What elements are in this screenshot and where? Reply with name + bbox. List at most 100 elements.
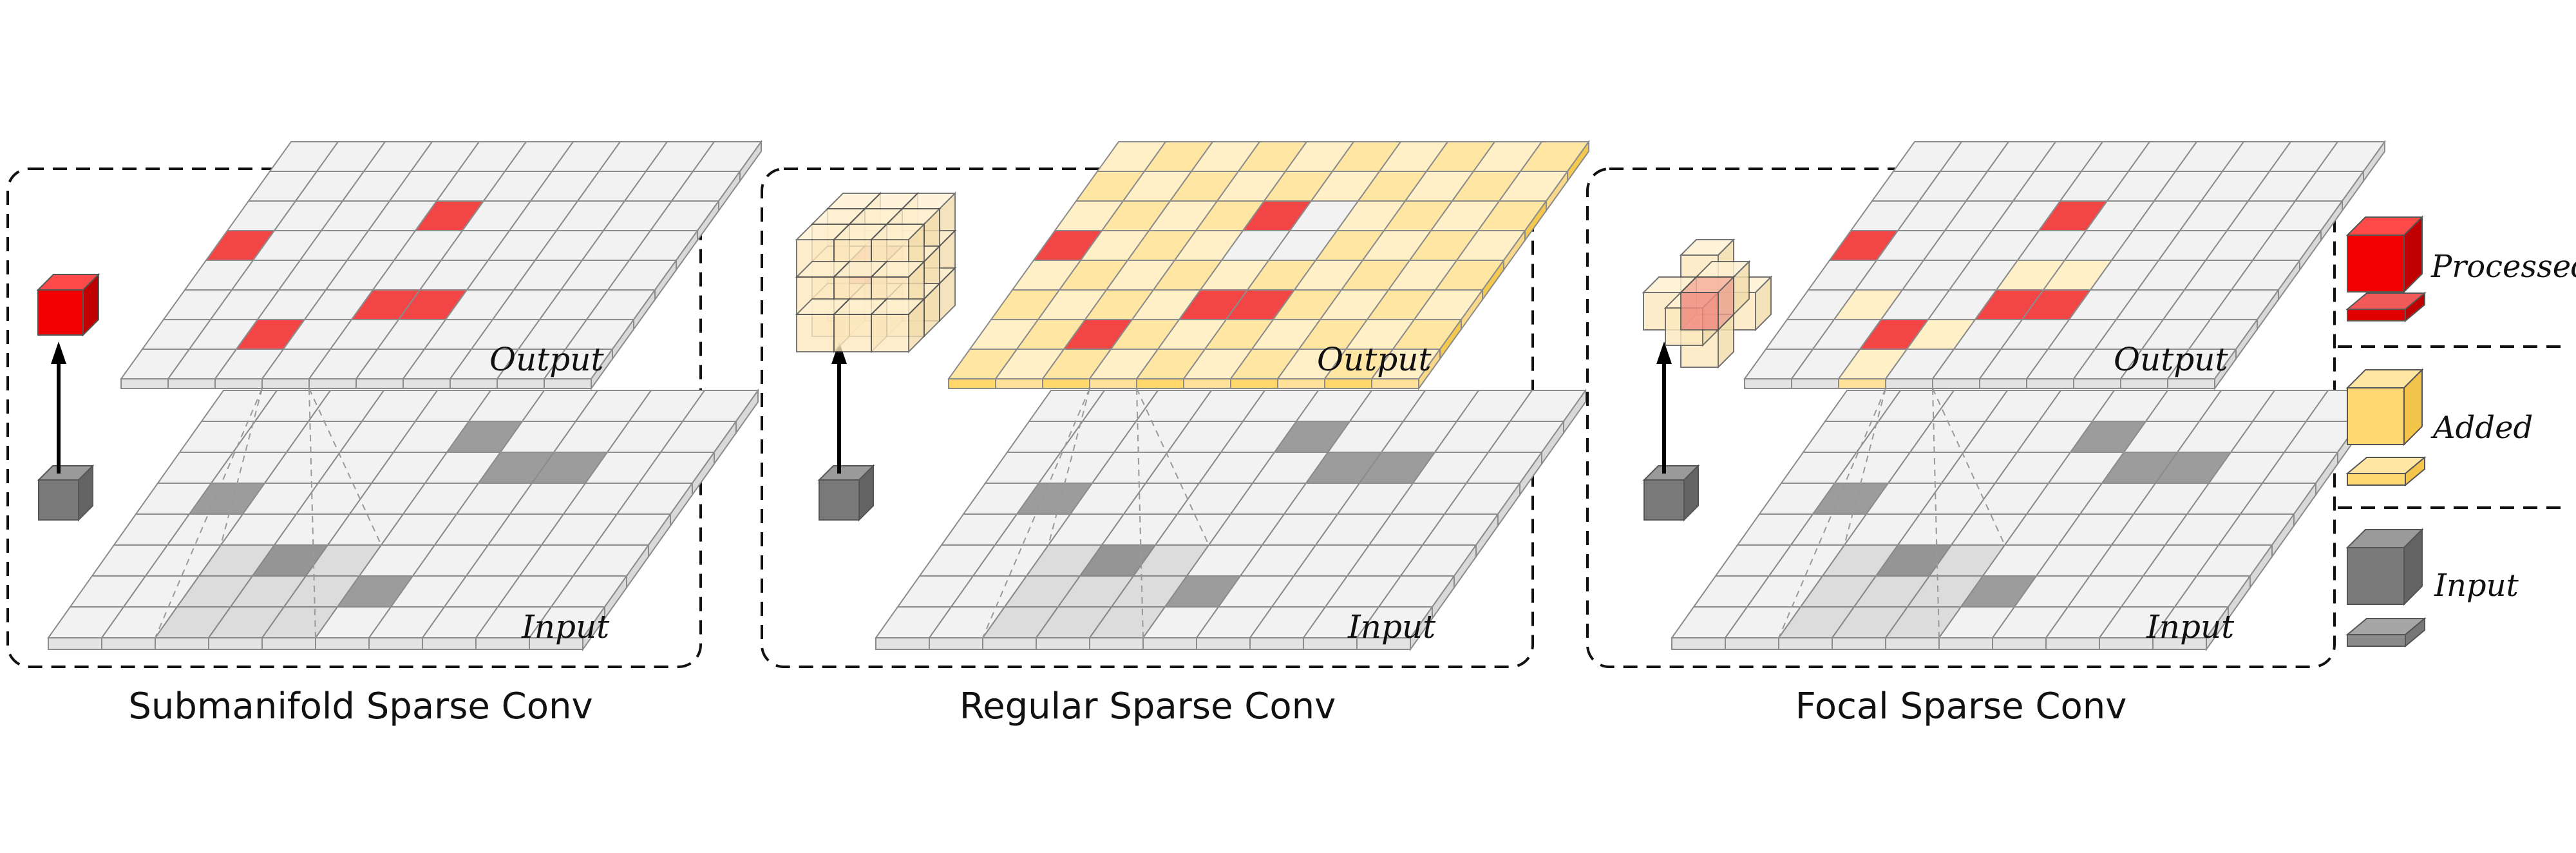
grid-front-edge bbox=[2026, 378, 2074, 389]
output-grid bbox=[947, 139, 1590, 391]
grid-front-edge bbox=[2073, 378, 2121, 389]
input-tile-edge bbox=[2347, 634, 2406, 647]
grid-front-edge bbox=[1992, 637, 2047, 650]
grid-front-edge bbox=[167, 378, 216, 389]
grid-front-edge bbox=[1371, 378, 1419, 389]
grid-front-edge bbox=[1136, 378, 1184, 389]
projection-line bbox=[155, 388, 263, 638]
receptive-field-cell bbox=[1779, 607, 1854, 638]
grid-front-edge bbox=[1183, 378, 1231, 389]
input-grid bbox=[1671, 388, 2383, 652]
panel-regular bbox=[761, 139, 1590, 668]
input-cube-icon bbox=[817, 464, 875, 522]
input-cube-icon bbox=[1642, 464, 1700, 522]
grid-front-edge bbox=[155, 637, 209, 650]
receptive-field-cell bbox=[262, 607, 337, 638]
receptive-field-cell bbox=[1090, 607, 1165, 638]
projection-line bbox=[308, 388, 382, 546]
receptive-field-cell bbox=[177, 576, 252, 607]
grid-front-edge bbox=[1932, 378, 1980, 389]
kernel-voxel bbox=[1679, 275, 1736, 332]
receptive-field-cell bbox=[1133, 545, 1209, 576]
output-label-focal: Output bbox=[2114, 341, 2228, 378]
grid-front-edge bbox=[497, 378, 545, 389]
grid-front-edge bbox=[1778, 637, 1833, 650]
input-label-regular: Input bbox=[1347, 608, 1436, 646]
receptive-field-cell bbox=[1929, 545, 2005, 576]
processed-tile-edge bbox=[2347, 309, 2406, 321]
grid-front-edge bbox=[1196, 637, 1251, 650]
receptive-field-cell bbox=[1832, 607, 1908, 638]
grid-front-edge bbox=[450, 378, 498, 389]
projection-line bbox=[220, 388, 263, 546]
grid-front-edge bbox=[1089, 637, 1144, 650]
grid-front-edge bbox=[1671, 637, 1726, 650]
output-grid bbox=[1743, 139, 2386, 391]
arrow-up-icon bbox=[51, 341, 66, 364]
grid-front-edge bbox=[422, 637, 477, 650]
arrow-up-icon bbox=[1656, 341, 1672, 364]
grid-side-edge bbox=[735, 388, 759, 436]
grid-front-edge bbox=[48, 637, 102, 650]
projection-line bbox=[1932, 388, 2005, 546]
panel-submanifold bbox=[6, 139, 762, 668]
grid-side-edge bbox=[739, 139, 762, 184]
grid-front-edge bbox=[1036, 637, 1090, 650]
caption-regular: Regular Sparse Conv bbox=[960, 685, 1336, 727]
projection-line bbox=[1048, 388, 1090, 546]
grid-front-edge bbox=[1838, 378, 1886, 389]
receptive-field-cell bbox=[1027, 545, 1102, 576]
grid-front-edge bbox=[982, 637, 1037, 650]
grid-front-edge bbox=[1791, 378, 1839, 389]
input-cube-icon bbox=[37, 464, 95, 522]
panel-border bbox=[761, 168, 1534, 668]
grid-front-edge bbox=[995, 378, 1043, 389]
grid-front-edge bbox=[1089, 378, 1137, 389]
kernel-cube-icon bbox=[795, 191, 957, 354]
grid-front-edge bbox=[1938, 637, 1993, 650]
grid-front-edge bbox=[261, 637, 316, 650]
output-label-regular: Output bbox=[1317, 341, 1432, 378]
processed-cube-icon bbox=[36, 273, 100, 337]
output-grid bbox=[120, 139, 762, 391]
receptive-field-cell bbox=[1823, 545, 1898, 576]
receptive-field-cell bbox=[231, 576, 306, 607]
grid-side-edge bbox=[1567, 139, 1589, 184]
receptive-field-cell bbox=[1876, 545, 1951, 576]
input-label-submanifold: Input bbox=[521, 608, 610, 646]
receptive-field-cell bbox=[1036, 607, 1112, 638]
input-cube-legend-icon bbox=[2345, 528, 2424, 606]
kernel-voxel bbox=[869, 297, 926, 354]
receptive-field-cell bbox=[1080, 545, 1155, 576]
receptive-field-cell bbox=[983, 607, 1058, 638]
receptive-field-cell bbox=[1005, 576, 1080, 607]
legend-label-processed: Processed bbox=[2430, 249, 2576, 285]
grid-front-edge bbox=[120, 378, 169, 389]
panel-focal bbox=[1586, 139, 2386, 668]
grid-front-edge bbox=[214, 378, 263, 389]
receptive-field-cell bbox=[1854, 576, 1929, 607]
grid-side-edge bbox=[2363, 139, 2385, 184]
added-tile-side bbox=[2405, 455, 2425, 487]
grid-front-edge bbox=[948, 378, 996, 389]
grid-front-edge bbox=[368, 637, 423, 650]
grid-front-edge bbox=[1744, 378, 1792, 389]
input-grid bbox=[875, 388, 1587, 652]
grid-front-edge bbox=[929, 637, 983, 650]
grid-front-edge bbox=[1249, 637, 1304, 650]
projection-line bbox=[1844, 388, 1886, 546]
receptive-field-cell bbox=[306, 545, 381, 576]
projection-line bbox=[1136, 388, 1209, 546]
grid-front-edge bbox=[1324, 378, 1372, 389]
grid-front-edge bbox=[101, 637, 156, 650]
grid-front-edge bbox=[1885, 378, 1933, 389]
input-label-focal: Input bbox=[2146, 608, 2235, 646]
grid-front-edge bbox=[2045, 637, 2100, 650]
grid-front-edge bbox=[308, 378, 357, 389]
receptive-field-cell bbox=[155, 607, 231, 638]
grid-front-edge bbox=[315, 637, 370, 650]
grid-front-edge bbox=[355, 378, 404, 389]
grid-side-edge bbox=[1563, 388, 1586, 436]
grid-front-edge bbox=[402, 378, 451, 389]
legend-label-input: Input bbox=[2434, 568, 2519, 604]
